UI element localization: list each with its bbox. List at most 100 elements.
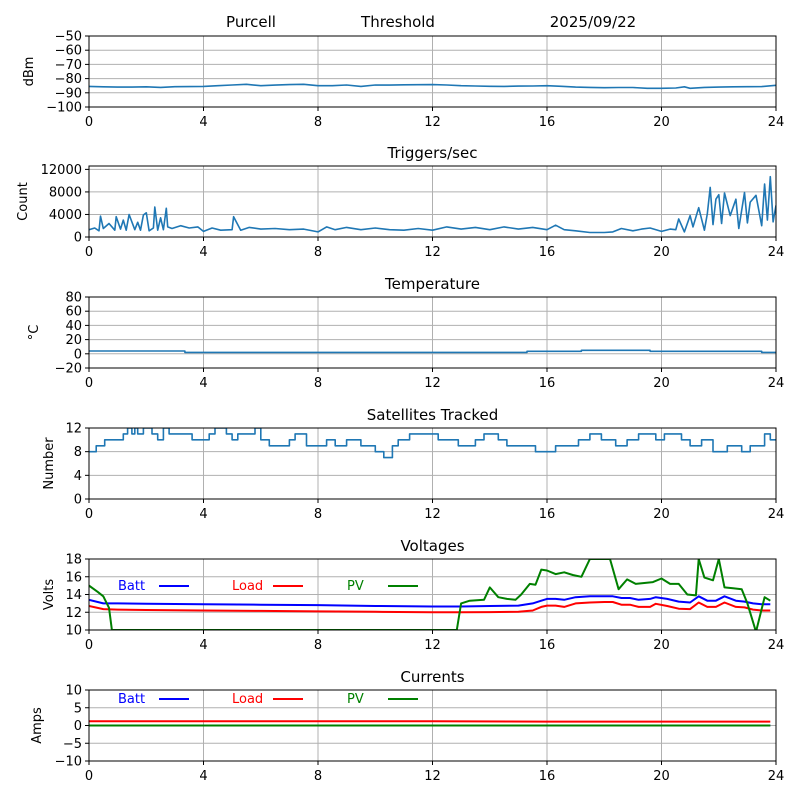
x-tick-label: 8 [314,638,322,653]
header-date: 2025/09/22 [550,13,636,31]
x-tick-label: 16 [539,115,556,130]
x-tick-label: 4 [199,638,207,653]
series-group [89,175,776,234]
x-tick-label: 0 [85,245,93,260]
series-group [89,720,771,727]
y-tick-label: −70 [55,58,82,73]
x-tick-label: 0 [85,115,93,130]
y-tick-label: 4 [74,469,82,484]
y-axis-label: dBm [22,57,37,87]
y-axis-label: Number [42,437,57,490]
x-tick-label: 16 [539,769,556,784]
y-tick-label: 0 [74,493,82,508]
x-tick-label: 20 [653,507,670,522]
panel-currents: 0 4 8 12 16 20 24 −10 −5 0 5 10 Currents Amps Batt Load… [30,668,784,784]
y-axis-label: Count [16,182,31,221]
x-tick-label: 16 [539,638,556,653]
x-tick-label: 0 [85,769,93,784]
x-tick-label: 24 [768,507,785,522]
y-tick-label: 10 [65,684,82,699]
y-tick-label: 4000 [49,208,82,223]
y-tick-label: 14 [65,588,82,603]
x-tick-label: 20 [653,769,670,784]
y-tick-label: 8 [74,445,82,460]
legend-label-batt: Batt [118,692,145,707]
x-tick-label: 16 [539,376,556,391]
y-tick-label: −5 [63,737,82,752]
x-tick-label: 12 [424,769,441,784]
y-tick-label: 16 [65,570,82,585]
series-group [89,349,776,354]
x-tick-label: 24 [768,115,785,130]
x-tick-label: 8 [314,245,322,260]
y-tick-label: 10 [65,624,82,639]
x-tick-label: 4 [199,769,207,784]
y-tick-label: −60 [55,44,82,59]
x-tick-label: 8 [314,376,322,391]
y-tick-label: −90 [55,86,82,101]
x-tick-label: 20 [653,245,670,260]
legend-label-load: Load [232,692,263,707]
y-tick-label: 8000 [49,185,82,200]
legend-label-pv: PV [347,579,364,594]
legend-label-load: Load [232,579,263,594]
series-line-signal [89,83,776,90]
chart-title: Triggers/sec [387,144,478,162]
y-axis-label: °C [27,325,42,341]
header-mode: Threshold [360,13,435,31]
panel-voltages: 0 4 8 12 16 20 24 10 12 14 16 18 Voltages Volts Batt Lo… [42,537,784,653]
y-tick-label: 80 [65,291,82,306]
x-tick-label: 0 [85,638,93,653]
x-tick-label: 20 [653,115,670,130]
y-tick-label: 0 [74,719,82,734]
series-group [89,559,771,630]
x-tick-label: 12 [424,115,441,130]
y-tick-label: −100 [46,101,82,116]
x-tick-label: 24 [768,376,785,391]
x-tick-label: 20 [653,638,670,653]
panel-triggers: 0 4 8 12 16 20 24 0 4000 8000 12000 Triggers/sec Cou… [16,144,784,260]
x-tick-label: 4 [199,376,207,391]
legend-label-pv: PV [347,692,364,707]
x-tick-label: 4 [199,507,207,522]
y-axis-label: Volts [42,579,57,611]
series-line-temperature [89,349,776,354]
x-tick-label: 12 [424,376,441,391]
panel-satellites: 0 4 8 12 16 20 24 0 4 8 12 Satellites Tracked Number [42,406,784,522]
series-line-triggers [89,175,776,234]
y-tick-label: −10 [55,755,82,770]
x-tick-label: 8 [314,115,322,130]
header-station: Purcell [226,13,276,31]
x-tick-label: 12 [424,245,441,260]
x-tick-label: 0 [85,507,93,522]
x-tick-label: 24 [768,638,785,653]
y-tick-label: 12000 [41,163,82,178]
y-tick-label: −50 [55,30,82,45]
y-tick-label: 40 [65,319,82,334]
x-tick-label: 0 [85,376,93,391]
chart-title: Currents [400,668,464,686]
y-tick-label: 18 [65,553,82,568]
x-tick-label: 16 [539,245,556,260]
x-tick-label: 8 [314,769,322,784]
x-tick-label: 4 [199,245,207,260]
y-tick-label: −20 [55,362,82,377]
series-line-pv [89,559,771,630]
x-tick-label: 24 [768,245,785,260]
y-tick-label: 12 [65,606,82,621]
x-tick-label: 8 [314,507,322,522]
x-tick-label: 20 [653,376,670,391]
x-tick-label: 12 [424,507,441,522]
y-tick-label: 12 [65,422,82,437]
y-tick-label: −80 [55,72,82,87]
series-group [89,83,776,90]
y-axis-label: Amps [30,707,45,744]
legend-label-batt: Batt [118,579,145,594]
x-tick-label: 24 [768,769,785,784]
x-tick-label: 4 [199,115,207,130]
panel-signal: 0 4 8 12 16 20 24 −100−90−80−70−60−50 dBm [22,30,784,131]
x-tick-label: 16 [539,507,556,522]
y-tick-label: 5 [74,701,82,716]
